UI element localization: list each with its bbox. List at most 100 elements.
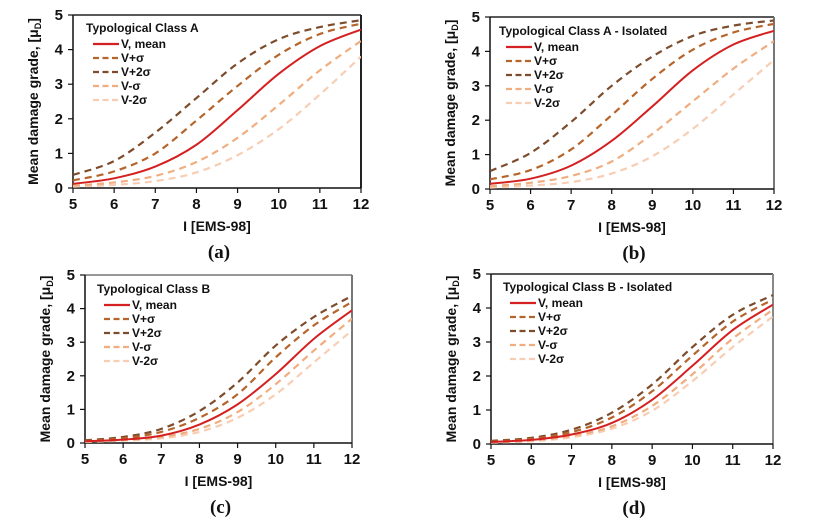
x-tick-label: 11 — [306, 451, 322, 468]
series-line-v-2- — [491, 294, 773, 443]
x-tick-label: 9 — [648, 197, 656, 214]
y-tick-label: 2 — [472, 112, 480, 129]
y-tick-label: 0 — [55, 180, 63, 197]
series-line-v-mean — [490, 29, 774, 185]
x-tick-label: 7 — [157, 451, 165, 468]
x-tick-label: 12 — [765, 452, 782, 469]
legend-label: V+2σ — [121, 65, 151, 79]
x-axis-title: I [EMS-98] — [183, 218, 251, 234]
x-axis-title: I [EMS-98] — [598, 219, 666, 235]
x-tick-label: 8 — [608, 452, 616, 469]
x-tick-label: 5 — [69, 196, 77, 213]
legend-label: V, mean — [534, 40, 579, 54]
y-tick-label: 5 — [55, 7, 63, 24]
x-tick-label: 8 — [192, 196, 200, 213]
legend-label: V-σ — [121, 79, 141, 93]
x-tick-label: 11 — [725, 452, 741, 469]
y-tick-label: 5 — [473, 266, 481, 283]
legend-label: V-σ — [534, 82, 554, 96]
legend-title: Typological Class B — [97, 282, 210, 296]
y-tick-label: 3 — [472, 78, 480, 95]
x-tick-label: 5 — [487, 452, 495, 469]
y-tick-label: 4 — [67, 301, 76, 318]
y-tick-label: 0 — [473, 436, 481, 453]
series-line-v- — [490, 22, 774, 181]
series-line-v- — [85, 300, 352, 443]
series-line-v- — [490, 40, 774, 188]
x-tick-label: 12 — [344, 451, 361, 468]
legend-title: Typological Class A - Isolated — [499, 24, 667, 38]
y-axis-title: Mean damage grade, [μD] — [25, 18, 43, 185]
y-tick-label: 3 — [67, 334, 75, 351]
y-tick-label: 4 — [55, 42, 64, 59]
series-line-v-2- — [491, 315, 773, 444]
y-tick-label: 2 — [473, 368, 481, 385]
series-line-v-mean — [73, 28, 361, 185]
y-tick-label: 1 — [67, 401, 75, 418]
series-line-v-mean — [85, 309, 352, 443]
legend-label: V+σ — [121, 51, 144, 65]
x-tick-label: 5 — [81, 451, 89, 468]
x-tick-label: 5 — [486, 197, 494, 214]
legend: Typological Class B - Isolated V, meanV+σ… — [503, 280, 672, 366]
legend-label: V-2σ — [534, 96, 560, 110]
y-tick-label: 2 — [67, 368, 75, 385]
series-line-v-2- — [73, 19, 361, 176]
legend-label: V+σ — [538, 310, 561, 324]
legend-label: V-σ — [538, 338, 558, 352]
legend: Typological Class A - Isolated V, meanV+σ… — [499, 24, 667, 110]
x-tick-label: 10 — [684, 452, 701, 469]
legend-label: V+2σ — [534, 68, 564, 82]
legend-label: V-2σ — [121, 93, 147, 107]
y-tick-label: 0 — [67, 435, 75, 452]
x-tick-label: 12 — [353, 196, 370, 213]
panel-caption: (a) — [208, 242, 230, 263]
legend-label: V+2σ — [538, 324, 568, 338]
x-tick-label: 6 — [527, 452, 535, 469]
y-axis-title: Mean damage grade, [μD] — [443, 276, 461, 443]
legend-label: V, mean — [132, 298, 177, 312]
x-tick-label: 12 — [766, 197, 783, 214]
series-line-v-2- — [73, 55, 361, 188]
x-tick-label: 9 — [648, 452, 656, 469]
legend-title: Typological Class B - Isolated — [503, 280, 672, 294]
series-line-v-2- — [490, 59, 774, 189]
y-tick-label: 1 — [55, 145, 63, 162]
x-tick-label: 11 — [725, 197, 741, 214]
x-tick-label: 8 — [608, 197, 616, 214]
y-tick-label: 1 — [472, 147, 480, 164]
legend-label: V-2σ — [538, 352, 564, 366]
x-tick-label: 6 — [526, 197, 534, 214]
legend-label: V, mean — [121, 37, 166, 51]
legend-title: Typological Class A — [86, 21, 199, 35]
x-tick-label: 10 — [270, 196, 287, 213]
y-tick-label: 2 — [55, 111, 63, 128]
x-tick-label: 6 — [119, 451, 127, 468]
x-tick-label: 7 — [567, 197, 575, 214]
x-axis-title: I [EMS-98] — [598, 474, 666, 490]
y-tick-label: 5 — [472, 9, 480, 26]
x-tick-label: 7 — [151, 196, 159, 213]
x-tick-label: 9 — [233, 451, 241, 468]
panel-caption: (d) — [622, 498, 645, 519]
legend-label: V+2σ — [132, 326, 162, 340]
y-tick-label: 3 — [473, 334, 481, 351]
series-line-v-2- — [490, 19, 774, 173]
panel-caption: (b) — [622, 243, 645, 264]
y-tick-label: 1 — [473, 402, 481, 419]
x-tick-label: 8 — [195, 451, 203, 468]
y-tick-label: 5 — [67, 267, 75, 284]
y-tick-label: 0 — [472, 181, 480, 198]
x-tick-label: 10 — [267, 451, 284, 468]
series-line-v- — [73, 40, 361, 187]
x-tick-label: 7 — [567, 452, 575, 469]
panel-caption: (c) — [210, 497, 231, 518]
x-axis-title: I [EMS-98] — [185, 473, 253, 489]
legend-label: V+σ — [132, 312, 155, 326]
y-axis-title: Mean damage grade, [μD] — [37, 276, 55, 443]
